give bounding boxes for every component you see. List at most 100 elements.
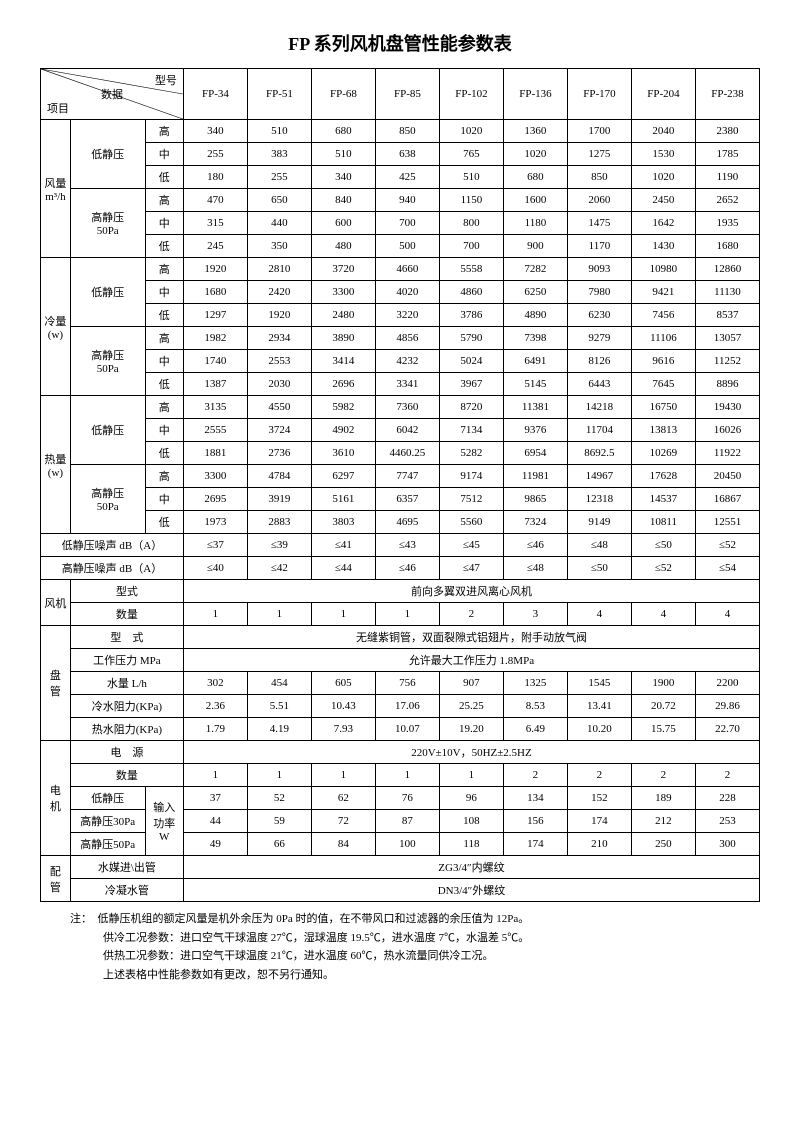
sp-label: 低静压	[70, 258, 145, 327]
data-cell: 8537	[695, 304, 759, 327]
model-header: FP-51	[247, 69, 311, 120]
level-label: 低	[145, 166, 183, 189]
sp-label: 高静压50Pa	[70, 465, 145, 534]
level-label: 低	[145, 511, 183, 534]
group-label: 冷量(w)	[41, 258, 71, 396]
data-cell: 100	[375, 833, 439, 856]
data-cell: ≤50	[567, 557, 631, 580]
data-cell: 11381	[503, 396, 567, 419]
data-cell: 8720	[439, 396, 503, 419]
data-cell: 2736	[247, 442, 311, 465]
level-label: 中	[145, 350, 183, 373]
data-cell: 6443	[567, 373, 631, 396]
data-cell: 1150	[439, 189, 503, 212]
level-label: 高	[145, 465, 183, 488]
data-cell: 19.20	[439, 718, 503, 741]
data-cell: 1785	[695, 143, 759, 166]
data-cell: 12551	[695, 511, 759, 534]
data-cell: 7512	[439, 488, 503, 511]
data-cell: 8126	[567, 350, 631, 373]
data-cell: 8896	[695, 373, 759, 396]
data-cell: 3724	[247, 419, 311, 442]
data-cell: 1387	[183, 373, 247, 396]
data-cell: 118	[439, 833, 503, 856]
data-cell: 174	[503, 833, 567, 856]
coil-label: 盘管	[41, 626, 71, 741]
power-src-text: 220V±10V，50HZ±2.5HZ	[183, 741, 759, 764]
data-cell: 10269	[631, 442, 695, 465]
data-cell: 9149	[567, 511, 631, 534]
data-cell: 44	[183, 810, 247, 833]
noise-high-label: 高静压噪声 dB（A）	[41, 557, 184, 580]
data-cell: 6250	[503, 281, 567, 304]
pipe-in-text: ZG3/4″内螺纹	[183, 856, 759, 879]
data-cell: ≤48	[503, 557, 567, 580]
level-label: 高	[145, 120, 183, 143]
data-cell: 850	[375, 120, 439, 143]
data-cell: 800	[439, 212, 503, 235]
data-cell: 1170	[567, 235, 631, 258]
data-cell: 1740	[183, 350, 247, 373]
note-line: 供热工况参数：进口空气干球温度 21℃，进水温度 60℃，热水流量同供冷工况。	[70, 947, 760, 966]
data-cell: 2	[503, 764, 567, 787]
data-cell: 20450	[695, 465, 759, 488]
data-cell: 8692.5	[567, 442, 631, 465]
noise-low-label: 低静压噪声 dB（A）	[41, 534, 184, 557]
data-cell: 1530	[631, 143, 695, 166]
data-cell: 2696	[311, 373, 375, 396]
data-cell: 6.49	[503, 718, 567, 741]
data-cell: ≤46	[503, 534, 567, 557]
data-cell: 1982	[183, 327, 247, 350]
data-cell: 3967	[439, 373, 503, 396]
data-cell: 10.20	[567, 718, 631, 741]
data-cell: 5024	[439, 350, 503, 373]
data-cell: 1920	[247, 304, 311, 327]
data-cell: 5282	[439, 442, 503, 465]
data-cell: 3786	[439, 304, 503, 327]
data-cell: 850	[567, 166, 631, 189]
data-cell: 700	[375, 212, 439, 235]
data-cell: 3720	[311, 258, 375, 281]
sp-label: 低静压	[70, 120, 145, 189]
data-cell: 7456	[631, 304, 695, 327]
header-diagonal: 型号 数据 项目	[41, 69, 184, 120]
data-cell: 2380	[695, 120, 759, 143]
data-cell: 7134	[439, 419, 503, 442]
data-cell: 5161	[311, 488, 375, 511]
data-cell: 2883	[247, 511, 311, 534]
level-label: 中	[145, 281, 183, 304]
data-cell: ≤46	[375, 557, 439, 580]
data-cell: 425	[375, 166, 439, 189]
fan-type-text: 前向多翼双进风离心风机	[183, 580, 759, 603]
model-header: FP-34	[183, 69, 247, 120]
data-cell: 4	[631, 603, 695, 626]
data-cell: 3220	[375, 304, 439, 327]
data-cell: 638	[375, 143, 439, 166]
data-cell: 1900	[631, 672, 695, 695]
data-cell: 87	[375, 810, 439, 833]
input-w-label: 输入功率W	[145, 787, 183, 856]
data-cell: 7398	[503, 327, 567, 350]
data-cell: ≤48	[567, 534, 631, 557]
data-cell: 8.53	[503, 695, 567, 718]
level-label: 低	[145, 235, 183, 258]
data-cell: 7360	[375, 396, 439, 419]
data-cell: 315	[183, 212, 247, 235]
data-cell: 253	[695, 810, 759, 833]
data-cell: 6297	[311, 465, 375, 488]
model-header: FP-238	[695, 69, 759, 120]
data-cell: 4902	[311, 419, 375, 442]
data-cell: 1	[247, 603, 311, 626]
data-cell: 6954	[503, 442, 567, 465]
data-cell: 3	[503, 603, 567, 626]
data-cell: 12860	[695, 258, 759, 281]
data-cell: 3610	[311, 442, 375, 465]
data-cell: 4860	[439, 281, 503, 304]
data-cell: 1020	[631, 166, 695, 189]
data-cell: 1275	[567, 143, 631, 166]
data-cell: 1	[375, 603, 439, 626]
data-cell: 174	[567, 810, 631, 833]
data-cell: 25.25	[439, 695, 503, 718]
data-cell: 2	[439, 603, 503, 626]
data-cell: 4784	[247, 465, 311, 488]
